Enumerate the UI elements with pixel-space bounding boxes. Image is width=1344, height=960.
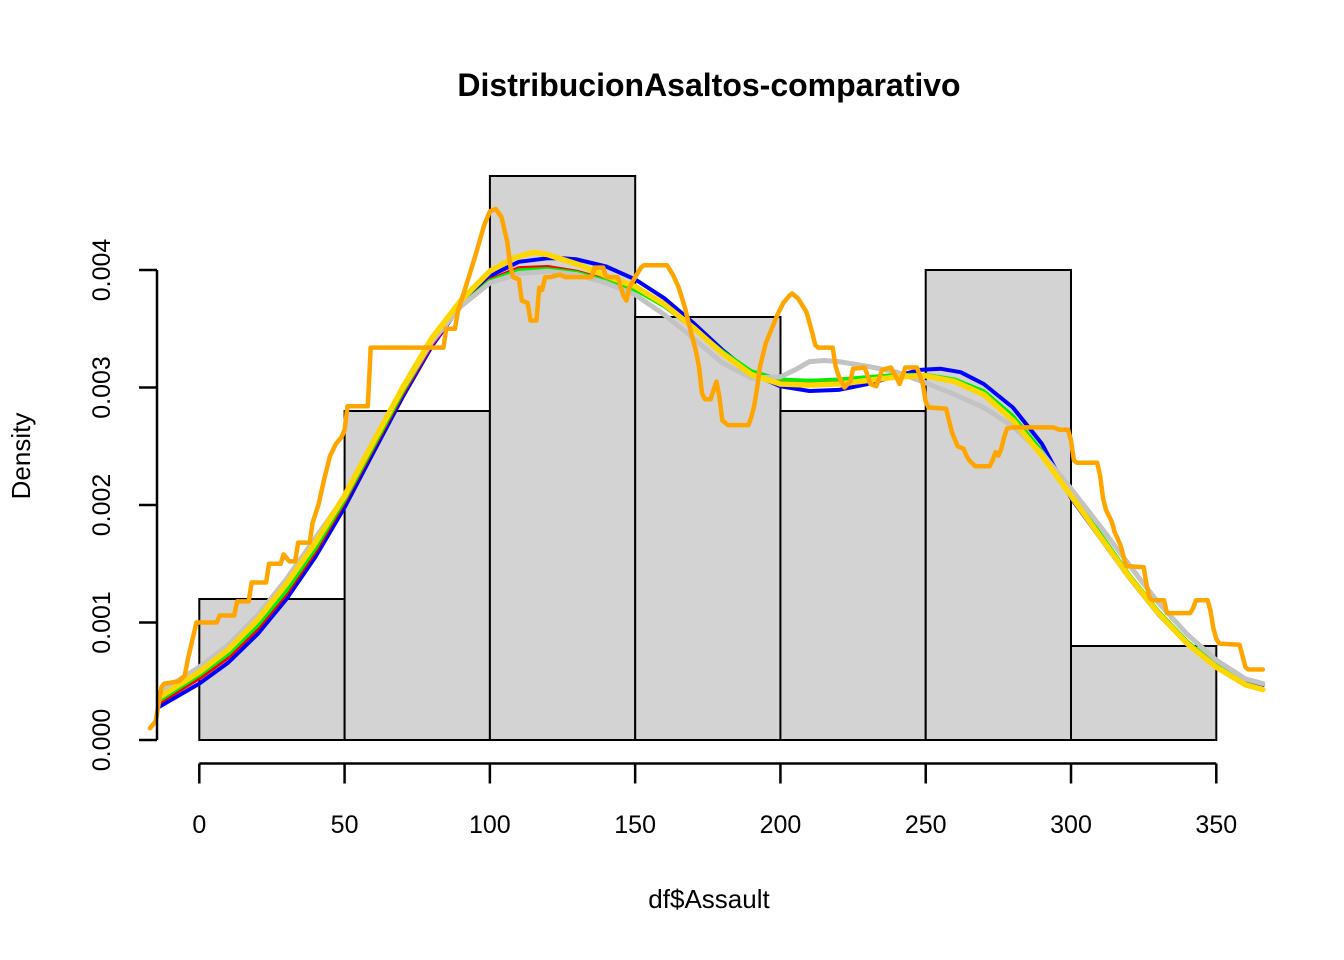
y-axis-label: Density xyxy=(6,413,36,500)
density-curves xyxy=(147,206,1266,731)
y-tick-label: 0.000 xyxy=(88,709,116,772)
histogram-bar xyxy=(924,269,1073,741)
x-axis: 0 50 100 150 200 250 300 350 xyxy=(192,762,1237,839)
x-tick-label: 150 xyxy=(614,811,656,839)
histogram-bar xyxy=(343,410,491,741)
density-gold-curve xyxy=(155,249,1266,701)
x-tick-label: 200 xyxy=(760,811,802,839)
x-tick-label: 100 xyxy=(469,811,511,839)
histogram-bar xyxy=(1070,645,1218,741)
x-tick-label: 350 xyxy=(1195,811,1237,839)
y-tick-label: 0.003 xyxy=(88,356,116,419)
x-tick-label: 0 xyxy=(192,811,206,839)
x-tick-label: 50 xyxy=(331,811,359,839)
x-axis-label: df$Assault xyxy=(648,884,770,914)
histogram-bar xyxy=(198,598,346,741)
y-tick-label: 0.002 xyxy=(88,474,116,537)
y-tick-label: 0.001 xyxy=(88,591,116,654)
y-tick-label: 0.004 xyxy=(88,239,116,302)
histogram-bar xyxy=(779,410,927,741)
y-axis: 0.000 0.001 0.002 0.003 0.004 xyxy=(88,239,159,772)
x-tick-label: 300 xyxy=(1050,811,1092,839)
histogram-bars xyxy=(198,175,1218,741)
chart-title: DistribucionAsaltos-comparativo xyxy=(457,67,960,103)
x-tick-label: 250 xyxy=(905,811,947,839)
density-orange-curve xyxy=(147,206,1266,731)
